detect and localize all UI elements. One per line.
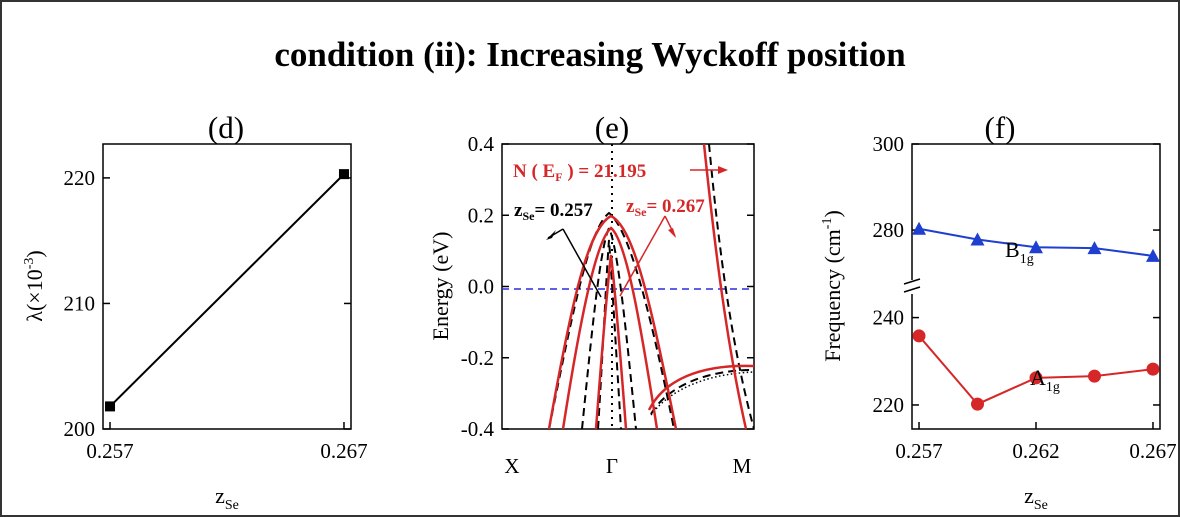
panel-f-xlabel: zSe bbox=[1024, 483, 1048, 513]
panel-e-ylabel: Energy (eV) bbox=[428, 232, 453, 341]
band-267-core bbox=[594, 254, 628, 429]
annotation-z0267: zSe= 0.267 bbox=[626, 196, 705, 219]
panel-d-xlabel: zSe bbox=[215, 483, 239, 513]
panel-f-ytick-label: 300 bbox=[873, 132, 905, 156]
panel-d-ylabel: λ(×10-3) bbox=[22, 250, 47, 321]
figure-title: condition (ii): Increasing Wyckoff posit… bbox=[274, 35, 905, 74]
panel-d-ytick-label: 210 bbox=[64, 291, 96, 315]
panel-f-point-triangle bbox=[970, 232, 985, 246]
arrow-z0267-left bbox=[619, 215, 666, 297]
panel-f-point-circle bbox=[971, 397, 985, 411]
arrowhead-z0257-left bbox=[546, 230, 556, 240]
panel-f-point-triangle bbox=[1029, 240, 1043, 254]
panel-e-kpoint-label: M bbox=[733, 454, 752, 478]
panel-e-ytick-label: 0.4 bbox=[468, 132, 495, 156]
panel-d-point bbox=[338, 169, 349, 180]
panel-f-point-circle bbox=[1029, 371, 1043, 385]
panel-f-xtick-label: 0.262 bbox=[1012, 439, 1059, 463]
panel-e-ytick-label: -0.2 bbox=[461, 346, 494, 370]
panel-d-point bbox=[105, 401, 116, 412]
annotation-z0257: zSe= 0.257 bbox=[514, 200, 593, 223]
panel-e-kpoint-label: Γ bbox=[606, 454, 618, 478]
band-257-outer bbox=[548, 211, 675, 429]
panel-d-xtick-label: 0.257 bbox=[86, 439, 133, 463]
panel-f-point-triangle bbox=[1145, 248, 1160, 262]
series-label-b1g: B1g bbox=[1005, 237, 1034, 267]
annotation-arrows bbox=[546, 166, 728, 298]
panel-f-xtick-label: 0.257 bbox=[895, 439, 942, 463]
panel-f-point-circle bbox=[1146, 362, 1160, 376]
panel-f-ylabel: Frequency (cm-1) bbox=[820, 210, 845, 362]
panel-e-chart: N ( EF ) = 21.195 zSe= 0.257 zSe= 0.267 … bbox=[428, 132, 755, 478]
panel-f-point-triangle bbox=[1087, 241, 1102, 255]
panel-d-frame bbox=[102, 143, 352, 430]
panel-e-ytick-label: 0.0 bbox=[468, 275, 494, 299]
band-257-m-steep bbox=[708, 144, 754, 429]
panel-d-ytick-label: 200 bbox=[64, 417, 96, 441]
band-267-m-steep bbox=[702, 144, 748, 429]
bands-z0267 bbox=[547, 144, 754, 429]
panel-d-chart: 200 210 220 0.257 0.267 λ(×10-3) zSe bbox=[22, 143, 368, 513]
panel-f-point-circle bbox=[912, 329, 926, 343]
axis-break-mark-bottom bbox=[903, 286, 921, 293]
axis-break-mark-top bbox=[903, 278, 921, 285]
panel-f-ytick-label: 220 bbox=[873, 393, 905, 417]
band-257-m-dotted bbox=[650, 371, 754, 416]
panel-label-e: (e) bbox=[595, 110, 629, 145]
panel-f-point-triangle bbox=[912, 221, 927, 235]
series-label-a1g: A1g bbox=[1030, 365, 1060, 395]
panel-e-ytick-label: 0.2 bbox=[468, 203, 494, 227]
panel-e-kpoint-label: X bbox=[504, 454, 519, 478]
panel-f-ytick-label: 280 bbox=[873, 218, 905, 242]
panel-d-series-line bbox=[109, 173, 345, 408]
arrowhead-z0267-right bbox=[668, 228, 676, 238]
panel-label-d: (d) bbox=[208, 110, 244, 145]
panel-label-f: (f) bbox=[985, 110, 1016, 145]
panel-d-xtick-label: 0.267 bbox=[320, 439, 367, 463]
panel-d-ytick-label: 220 bbox=[64, 166, 96, 190]
arrowhead-nef bbox=[718, 166, 728, 174]
arrow-z0257-right bbox=[562, 228, 602, 298]
panel-f-chart: 280 300 220 240 0.257 0.262 0.267 B1g A1g Freq… bbox=[820, 132, 1177, 513]
annotation-nef: N ( EF ) = 21.195 bbox=[513, 161, 646, 184]
panel-f-point-circle bbox=[1087, 369, 1101, 383]
panel-f-xtick-label: 0.267 bbox=[1129, 439, 1176, 463]
panel-e-ytick-label: -0.4 bbox=[461, 417, 495, 441]
panel-f-ytick-label: 240 bbox=[873, 306, 905, 330]
band-267-m-shallow bbox=[647, 364, 754, 411]
band-267-inner bbox=[561, 226, 659, 429]
band-267-outer bbox=[547, 214, 678, 429]
